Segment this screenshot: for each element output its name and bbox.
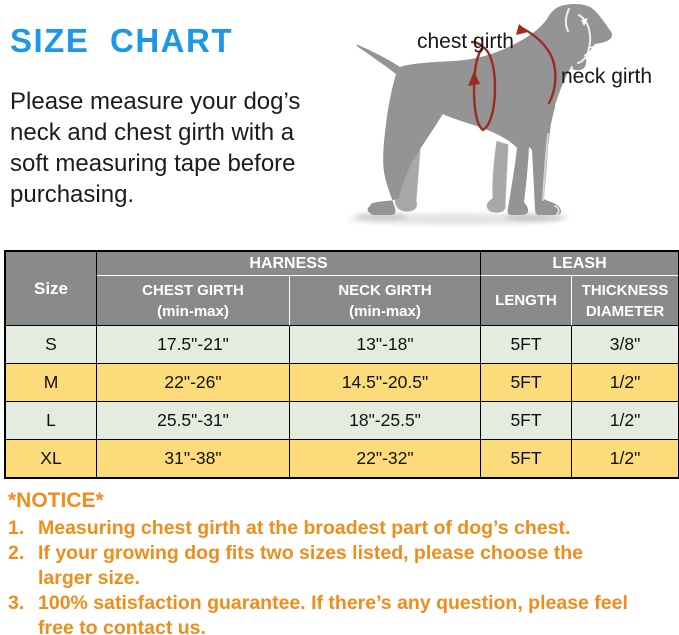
dog-highlights xyxy=(366,8,607,215)
chest-girth-hook xyxy=(470,40,485,49)
table-row-xl: XL 31"-38" 22"-32" 5FT 1/2" xyxy=(6,440,679,477)
neck-girth-arrowhead xyxy=(516,24,528,35)
intro-line: Please measure your dog’s xyxy=(10,88,301,115)
cell-leash-thickness: 1/2" xyxy=(572,402,679,440)
neck-girth-label: neck girth xyxy=(561,65,653,88)
notice-item-number: 3. xyxy=(8,592,25,614)
cell-size: XL xyxy=(6,440,97,477)
notice-item: 1. Measuring chest girth at the broadest… xyxy=(8,516,676,541)
page-title: SIZE CHART xyxy=(10,22,233,59)
cell-leash-thickness: 1/2" xyxy=(572,364,679,402)
notice-title: *NOTICE* xyxy=(8,489,104,512)
column-header-length: LENGTH xyxy=(481,276,573,326)
size-chart-table: Size HARNESS LEASH CHEST GIRTH (min-max)… xyxy=(4,250,679,479)
column-header-chest-girth: CHEST GIRTH (min-max) xyxy=(97,276,290,326)
notice-item-number: 2. xyxy=(8,542,25,564)
dog-measurement-diagram: chest girth neck girth xyxy=(336,0,679,240)
cell-leash-length: 5FT xyxy=(481,326,573,364)
cell-size: S xyxy=(6,326,97,364)
group-header-harness: HARNESS xyxy=(97,252,482,276)
notice-item: 2. If your growing dog fits two sizes li… xyxy=(8,541,676,591)
neck-girth-arc xyxy=(520,26,557,105)
column-header-neck-girth: NECK GIRTH (min-max) xyxy=(290,276,482,326)
cell-leash-thickness: 1/2" xyxy=(572,440,679,477)
table-row-m: M 22"-26" 14.5"-20.5" 5FT 1/2" xyxy=(6,364,679,402)
table-row-l: L 25.5"-31" 18"-25.5" 5FT 1/2" xyxy=(6,402,679,440)
cell-leash-length: 5FT xyxy=(481,440,573,477)
intro-line: purchasing. xyxy=(10,181,135,208)
cell-chest-girth: 25.5"-31" xyxy=(97,402,290,440)
cell-chest-girth: 17.5"-21" xyxy=(97,326,290,364)
dog-eye-highlight xyxy=(581,18,588,26)
cell-leash-length: 5FT xyxy=(481,402,573,440)
cell-size: L xyxy=(6,402,97,440)
notice-item-line: Measuring chest girth at the broadest pa… xyxy=(38,517,571,539)
dog-body xyxy=(356,4,613,215)
notice-item-number: 1. xyxy=(8,517,25,539)
cell-neck-girth: 13"-18" xyxy=(290,326,482,364)
notice-item-line: If your growing dog fits two sizes liste… xyxy=(38,542,584,564)
cell-size: M xyxy=(6,364,97,402)
chest-girth-arrowhead xyxy=(468,71,480,86)
notice-item: 3. 100% satisfaction guarantee. If there… xyxy=(8,591,676,635)
column-header-size: Size xyxy=(6,252,97,326)
notice-section: *NOTICE* 1. Measuring chest girth at the… xyxy=(8,489,676,635)
cell-neck-girth: 22"-32" xyxy=(290,440,482,477)
ground-shadow xyxy=(348,212,568,225)
table-row-s: S 17.5"-21" 13"-18" 5FT 3/8" xyxy=(6,326,679,364)
notice-item-line: larger size. xyxy=(38,567,140,589)
chest-girth-label: chest girth xyxy=(417,30,514,53)
cell-chest-girth: 31"-38" xyxy=(97,440,290,477)
intro-text: Please measure your dog’s neck and chest… xyxy=(10,86,300,210)
cell-neck-girth: 18"-25.5" xyxy=(290,402,482,440)
cell-neck-girth: 14.5"-20.5" xyxy=(290,364,482,402)
notice-item-line: free to contact us. xyxy=(38,617,206,635)
intro-line: soft measuring tape before xyxy=(10,150,296,177)
intro-line: neck and chest girth with a xyxy=(10,119,295,146)
notice-item-line: 100% satisfaction guarantee. If there’s … xyxy=(38,592,628,614)
dog-silhouette-illustration xyxy=(348,4,613,225)
cell-leash-length: 5FT xyxy=(481,364,573,402)
group-header-leash: LEASH xyxy=(481,252,679,276)
column-header-thickness: THICKNESS DIAMETER xyxy=(572,276,679,326)
cell-leash-thickness: 3/8" xyxy=(572,326,679,364)
cell-chest-girth: 22"-26" xyxy=(97,364,290,402)
